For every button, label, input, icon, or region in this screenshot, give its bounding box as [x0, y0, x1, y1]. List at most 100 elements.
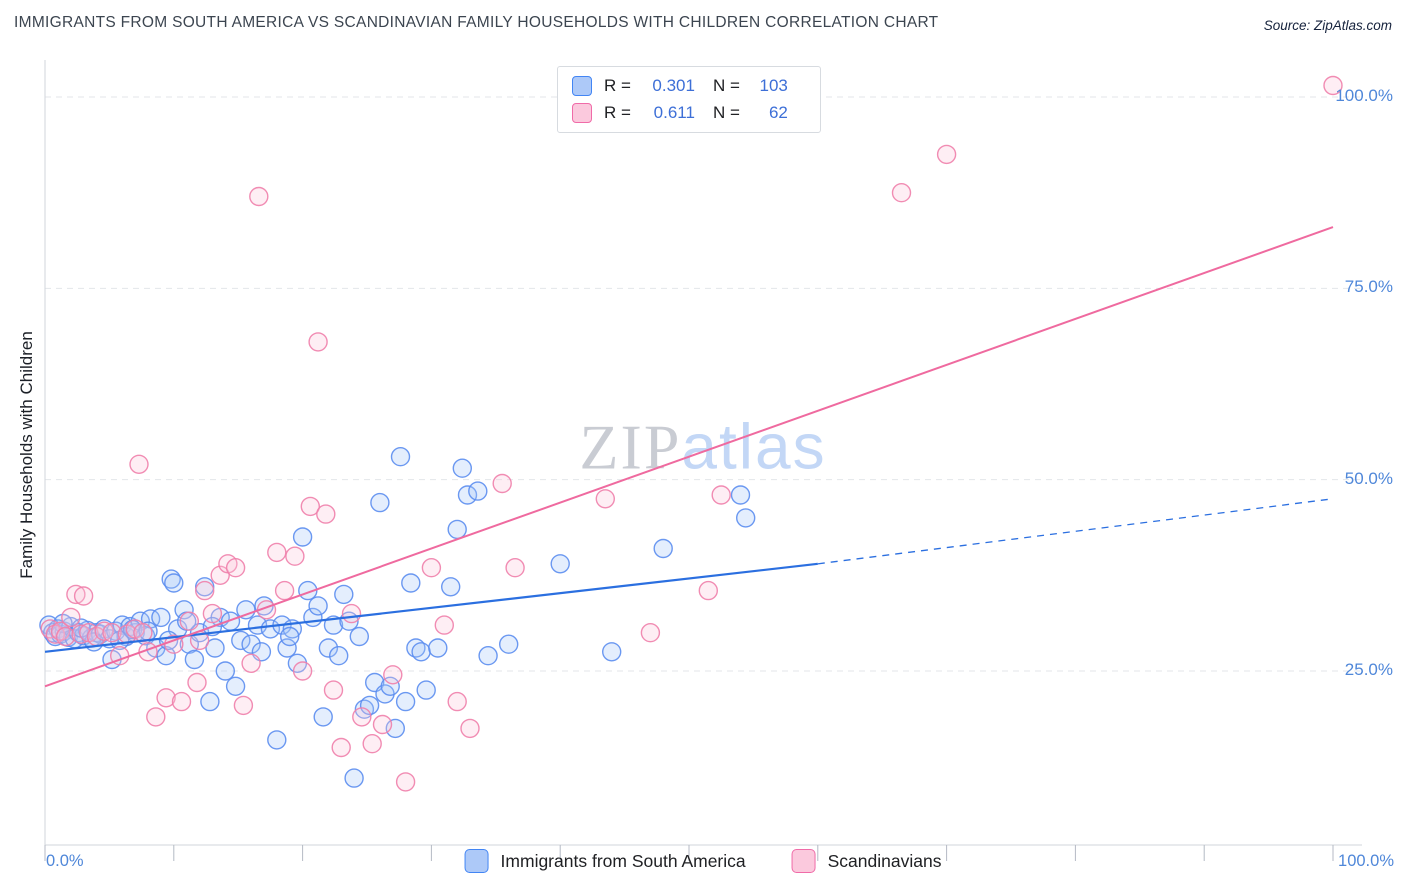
scatter-point-scandinavians[interactable] — [71, 624, 91, 644]
scatter-point-scandinavians[interactable] — [66, 584, 86, 605]
scatter-point-scandinavians[interactable] — [492, 473, 512, 494]
scatter-point-scandinavians[interactable] — [640, 623, 661, 643]
scatter-point-immigrants[interactable] — [241, 634, 261, 654]
scatter-point-immigrants[interactable] — [602, 642, 622, 662]
scatter-point-scandinavians[interactable] — [434, 615, 454, 635]
scatter-point-scandinavians[interactable] — [102, 623, 122, 643]
scatter-point-immigrants[interactable] — [184, 649, 205, 670]
scatter-point-scandinavians[interactable] — [352, 707, 372, 727]
scatter-point-scandinavians[interactable] — [210, 565, 230, 585]
scatter-point-immigrants[interactable] — [277, 638, 297, 658]
scatter-point-immigrants[interactable] — [380, 676, 400, 696]
scatter-point-scandinavians[interactable] — [891, 182, 912, 203]
scatter-point-scandinavians[interactable] — [202, 603, 223, 624]
scatter-point-scandinavians[interactable] — [308, 332, 328, 352]
scatter-point-immigrants[interactable] — [359, 695, 380, 716]
scatter-point-scandinavians[interactable] — [194, 580, 215, 601]
scatter-point-immigrants[interactable] — [736, 508, 756, 528]
scatter-point-immigrants[interactable] — [468, 481, 488, 501]
scatter-point-immigrants[interactable] — [280, 626, 300, 647]
scatter-point-scandinavians[interactable] — [383, 665, 403, 685]
scatter-point-immigrants[interactable] — [499, 634, 519, 654]
scatter-point-immigrants[interactable] — [292, 527, 313, 547]
scatter-point-immigrants[interactable] — [478, 646, 498, 666]
scatter-point-scandinavians[interactable] — [460, 718, 480, 739]
scatter-point-scandinavians[interactable] — [274, 580, 295, 601]
scatter-point-scandinavians[interactable] — [241, 653, 261, 673]
scatter-point-immigrants[interactable] — [447, 519, 467, 540]
scatter-point-scandinavians[interactable] — [595, 489, 615, 509]
scatter-point-scandinavians[interactable] — [323, 680, 344, 700]
scatter-point-scandinavians[interactable] — [292, 661, 313, 681]
scatter-point-immigrants[interactable] — [308, 596, 328, 616]
scatter-point-scandinavians[interactable] — [233, 695, 254, 716]
scatter-point-immigrants[interactable] — [428, 638, 448, 658]
scatter-point-scandinavians[interactable] — [249, 186, 269, 207]
scatter-point-scandinavians[interactable] — [146, 707, 166, 727]
scatter-point-immigrants[interactable] — [313, 707, 333, 727]
scatter-point-immigrants[interactable] — [156, 646, 176, 666]
scatter-point-scandinavians[interactable] — [362, 734, 382, 754]
scatter-point-immigrants[interactable] — [329, 646, 349, 666]
scatter-point-scandinavians[interactable] — [61, 607, 81, 628]
scatter-point-scandinavians[interactable] — [156, 688, 176, 708]
scatter-point-scandinavians[interactable] — [73, 586, 94, 606]
scatter-point-scandinavians[interactable] — [341, 603, 362, 624]
scatter-point-scandinavians[interactable] — [316, 504, 336, 524]
scatter-point-immigrants[interactable] — [318, 638, 339, 658]
scatter-point-immigrants[interactable] — [390, 447, 411, 467]
scatter-point-scandinavians[interactable] — [300, 496, 320, 517]
scatter-point-immigrants[interactable] — [344, 768, 364, 788]
scatter-point-immigrants[interactable] — [267, 730, 287, 750]
scatter-point-immigrants[interactable] — [395, 691, 416, 712]
scatter-point-scandinavians[interactable] — [187, 672, 207, 693]
scatter-point-immigrants[interactable] — [730, 485, 751, 505]
scatter-point-scandinavians[interactable] — [267, 542, 287, 563]
scatter-point-immigrants[interactable] — [416, 680, 436, 700]
scatter-point-scandinavians[interactable] — [331, 737, 351, 758]
scatter-point-immigrants[interactable] — [215, 661, 236, 681]
scatter-point-scandinavians[interactable] — [421, 558, 442, 578]
scatter-point-immigrants[interactable] — [334, 584, 354, 605]
legend-item[interactable]: Scandinavians — [791, 849, 941, 873]
scatter-point-scandinavians[interactable] — [505, 558, 525, 578]
scatter-point-immigrants[interactable] — [457, 485, 478, 505]
scatter-point-scandinavians[interactable] — [936, 144, 957, 165]
y-axis-tick-label: 50.0% — [1344, 468, 1393, 488]
scatter-point-immigrants[interactable] — [349, 626, 369, 647]
scatter-point-scandinavians[interactable] — [94, 621, 114, 641]
scatter-point-scandinavians[interactable] — [179, 611, 200, 631]
scatter-point-scandinavians[interactable] — [711, 485, 731, 505]
scatter-point-immigrants[interactable] — [231, 630, 251, 651]
scatter-point-immigrants[interactable] — [452, 458, 472, 478]
scatter-point-immigrants[interactable] — [411, 642, 431, 662]
scatter-point-immigrants[interactable] — [236, 600, 256, 620]
trend-line-immigrants — [817, 498, 1334, 565]
scatter-point-immigrants[interactable] — [200, 691, 220, 712]
legend-stats-box: R = 0.301 N = 103 R = 0.611 N = 62 — [557, 66, 821, 133]
scatter-point-immigrants[interactable] — [164, 573, 184, 593]
scatter-point-immigrants[interactable] — [225, 676, 246, 696]
scatter-point-scandinavians[interactable] — [129, 454, 149, 474]
scatter-point-scandinavians[interactable] — [285, 546, 305, 566]
scatter-point-scandinavians[interactable] — [1323, 75, 1343, 96]
y-axis-tick-label: 25.0% — [1344, 659, 1393, 679]
scatter-point-immigrants[interactable] — [441, 577, 461, 597]
scatter-point-immigrants[interactable] — [174, 600, 194, 620]
scatter-point-scandinavians[interactable] — [225, 558, 246, 578]
scatter-point-immigrants[interactable] — [205, 638, 225, 658]
r-value: 0.611 — [653, 103, 695, 122]
scatter-point-scandinavians[interactable] — [395, 772, 416, 792]
scatter-point-immigrants[interactable] — [260, 619, 281, 639]
legend-item[interactable]: Immigrants from South America — [464, 849, 746, 873]
scatter-point-scandinavians[interactable] — [55, 626, 76, 647]
scatter-point-immigrants[interactable] — [401, 573, 421, 593]
scatter-point-scandinavians[interactable] — [447, 691, 467, 712]
scatter-point-scandinavians[interactable] — [698, 580, 718, 601]
scatter-point-scandinavians[interactable] — [171, 691, 192, 712]
scatter-point-immigrants[interactable] — [550, 554, 570, 574]
scatter-point-scandinavians[interactable] — [372, 714, 393, 735]
scatter-point-immigrants[interactable] — [370, 492, 390, 513]
scatter-point-immigrants[interactable] — [653, 538, 673, 559]
scatter-point-immigrants[interactable] — [151, 607, 171, 628]
